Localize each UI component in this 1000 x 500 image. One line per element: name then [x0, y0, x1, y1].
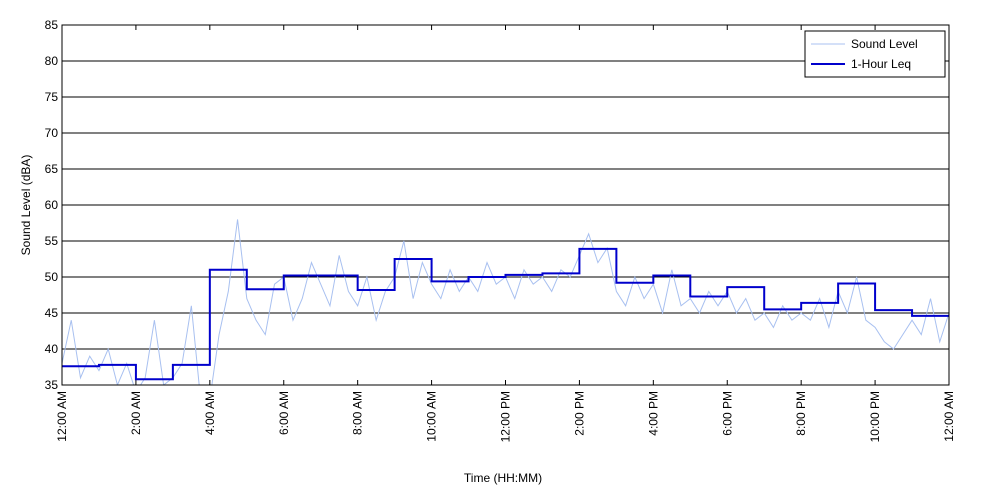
x-axis-label: Time (HH:MM) [464, 471, 542, 485]
x-tick-label: 4:00 PM [646, 391, 660, 436]
legend-label: Sound Level [851, 37, 918, 51]
x-tick-label: 12:00 PM [499, 391, 513, 442]
x-tick-label: 8:00 PM [794, 391, 808, 436]
y-axis-label: Sound Level (dBA) [19, 155, 33, 256]
y-tick-label: 50 [45, 270, 59, 284]
y-tick-label: 85 [45, 18, 59, 32]
x-tick-label: 2:00 AM [129, 391, 143, 435]
y-tick-label: 75 [45, 90, 59, 104]
plot-frame [61, 24, 950, 386]
x-tick-label: 12:00 AM [55, 391, 69, 442]
data-line [62, 247, 949, 381]
x-tick-label: 4:00 AM [203, 391, 217, 435]
legend-label: 1-Hour Leq [851, 57, 911, 71]
x-tick-label: 10:00 PM [868, 391, 882, 442]
x-tick-label: 6:00 AM [277, 391, 291, 435]
y-tick-label: 65 [45, 162, 59, 176]
x-tick-label: 2:00 PM [572, 391, 586, 436]
y-tick-label: 40 [45, 342, 59, 356]
y-tick-label: 60 [45, 198, 59, 212]
y-tick-label: 55 [45, 234, 59, 248]
x-tick-label: 12:00 AM [942, 391, 956, 442]
plot-lines [62, 219, 949, 385]
x-tick-label: 6:00 PM [720, 391, 734, 436]
y-tick-label: 80 [45, 54, 59, 68]
y-tick-label: 70 [45, 126, 59, 140]
y-tick-label: 45 [45, 306, 59, 320]
x-tick-label: 8:00 AM [351, 391, 365, 435]
legend-box [804, 30, 946, 78]
y-tick-label: 35 [45, 378, 59, 392]
x-tick-label: 10:00 AM [425, 391, 439, 442]
